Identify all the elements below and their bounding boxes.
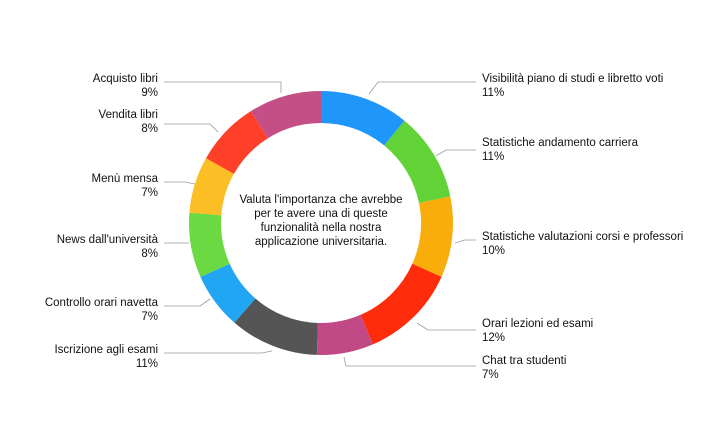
- slice-6: [200, 263, 256, 323]
- slice-percent-2: 10%: [482, 245, 505, 257]
- slice-percent-10: 9%: [141, 87, 158, 99]
- slice-label-4: Chat tra studenti: [482, 355, 566, 367]
- leader-line-4: [343, 356, 476, 367]
- slice-percent-0: 11%: [482, 87, 504, 99]
- slice-label-2: Statistiche valutazioni corsi e professo…: [482, 231, 683, 243]
- leader-line-8: [164, 181, 196, 185]
- slice-label-7: News dall'università: [57, 234, 159, 246]
- leader-line-1: [435, 149, 476, 157]
- center-question-text: Valuta l'importanza che avrebbe per te a…: [239, 194, 403, 248]
- slice-0: [321, 91, 405, 146]
- leader-line-3: [416, 322, 476, 331]
- slice-1: [384, 120, 451, 203]
- slice-percent-8: 7%: [141, 187, 158, 199]
- leader-line-2: [454, 239, 476, 244]
- slice-percent-5: 11%: [136, 358, 158, 370]
- slice-label-6: Controllo orari navetta: [45, 297, 159, 309]
- slice-percent-9: 8%: [141, 123, 158, 135]
- slice-percent-7: 8%: [141, 248, 158, 260]
- slice-label-1: Statistiche andamento carriera: [482, 137, 639, 149]
- slice-7: [188, 212, 230, 277]
- leader-line-9: [164, 123, 219, 133]
- leader-line-5: [164, 350, 273, 354]
- slice-percent-1: 11%: [482, 151, 504, 163]
- slice-percent-3: 12%: [482, 332, 505, 344]
- slice-label-3: Orari lezioni ed esami: [482, 318, 593, 330]
- slice-label-8: Menù mensa: [92, 173, 159, 185]
- leader-line-6: [164, 298, 211, 307]
- slice-8: [189, 158, 234, 216]
- leader-line-0: [368, 81, 476, 95]
- slice-5: [234, 298, 318, 355]
- slice-label-9: Vendita libri: [99, 109, 158, 121]
- slice-9: [206, 111, 268, 174]
- slice-3: [360, 263, 442, 345]
- leader-line-10: [164, 81, 282, 93]
- slice-4: [316, 314, 373, 356]
- slice-10: [250, 91, 321, 139]
- slice-label-0: Visibilità piano di studi e libretto vot…: [482, 73, 663, 85]
- slice-label-10: Acquisto libri: [93, 73, 158, 85]
- slice-percent-6: 7%: [141, 311, 158, 323]
- slice-percent-4: 7%: [482, 369, 499, 381]
- slice-label-5: Iscrizione agli esami: [54, 344, 158, 356]
- slice-2: [412, 196, 453, 277]
